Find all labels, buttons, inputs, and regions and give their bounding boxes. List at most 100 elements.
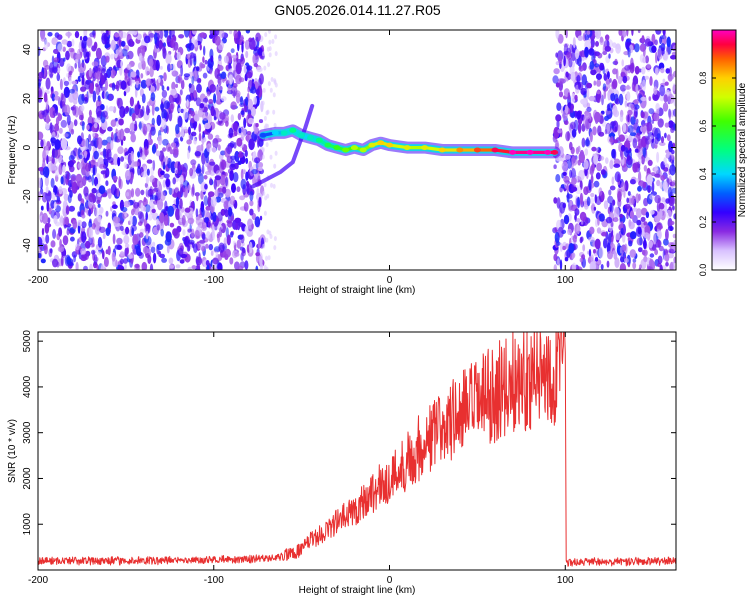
noise-speckle — [44, 175, 50, 187]
noise-speckle — [124, 264, 127, 270]
noise-speckle — [89, 263, 93, 270]
noise-speckle — [60, 137, 68, 150]
noise-speckle — [669, 164, 676, 176]
noise-speckle — [579, 149, 585, 158]
noise-speckle — [124, 69, 128, 81]
noise-speckle — [145, 78, 152, 86]
noise-speckle — [156, 224, 160, 231]
signal-branch — [250, 103, 315, 189]
noise-speckle — [643, 221, 648, 226]
noise-speckle — [596, 79, 602, 87]
noise-speckle — [89, 32, 96, 38]
noise-speckle — [614, 58, 618, 66]
noise-speckle — [148, 58, 154, 68]
noise-speckle — [633, 122, 639, 131]
noise-speckle — [155, 143, 159, 150]
noise-speckle — [169, 149, 174, 155]
noise-speckle — [597, 52, 603, 59]
noise-speckle — [119, 128, 125, 141]
noise-speckle — [559, 201, 566, 214]
noise-speckle — [657, 224, 663, 230]
noise-speckle — [151, 194, 158, 201]
noise-speckle — [237, 265, 244, 270]
noise-speckle — [81, 231, 87, 244]
noise-speckle — [83, 186, 89, 197]
noise-speckle — [561, 161, 568, 172]
noise-speckle — [273, 78, 277, 84]
noise-speckle — [67, 194, 72, 204]
noise-speckle — [201, 233, 206, 241]
noise-speckle — [65, 205, 70, 215]
noise-speckle — [667, 187, 673, 199]
noise-speckle — [630, 103, 636, 111]
noise-speckle — [191, 265, 197, 270]
noise-speckle — [150, 78, 156, 87]
noise-speckle — [122, 258, 128, 264]
noise-speckle — [119, 225, 124, 231]
noise-speckle — [111, 204, 118, 209]
noise-speckle — [110, 53, 114, 60]
noise-speckle — [666, 152, 670, 158]
colorbar-ticks: 0.0 0.2 0.4 0.6 0.8 — [698, 72, 736, 276]
noise-speckle — [598, 131, 605, 137]
noise-speckle — [88, 143, 92, 152]
noise-speckle — [247, 98, 253, 111]
noise-speckle — [138, 104, 141, 110]
noise-speckle — [77, 219, 83, 227]
noise-speckle — [221, 96, 227, 102]
noise-speckle — [627, 47, 631, 58]
noise-speckle — [649, 194, 655, 200]
noise-speckle — [43, 243, 48, 255]
noise-speckle — [639, 235, 643, 246]
noise-speckle — [97, 236, 103, 248]
noise-speckle — [624, 100, 628, 108]
noise-speckle — [105, 180, 109, 187]
noise-speckle — [644, 75, 649, 80]
noise-speckle — [577, 35, 583, 41]
noise-speckle — [182, 229, 186, 236]
noise-speckle — [151, 208, 156, 214]
snr-series-line — [38, 332, 676, 567]
noise-speckle — [234, 252, 240, 257]
noise-speckle — [207, 195, 212, 207]
noise-speckle — [92, 132, 96, 137]
noise-speckle — [72, 104, 77, 116]
noise-speckle — [163, 214, 169, 227]
noise-speckle — [154, 106, 160, 112]
noise-speckle — [137, 211, 143, 220]
noise-speckle — [672, 142, 676, 149]
noise-speckle — [97, 203, 101, 208]
noise-speckle — [220, 71, 227, 80]
noise-speckle — [56, 73, 61, 82]
noise-speckle — [84, 240, 91, 249]
signal-layer — [250, 103, 561, 189]
noise-speckle — [274, 150, 278, 156]
signal-point — [259, 132, 267, 138]
noise-speckle — [654, 194, 661, 204]
noise-speckle — [86, 124, 90, 131]
noise-speckle — [261, 100, 265, 106]
noise-speckle — [240, 178, 247, 190]
noise-speckle — [105, 79, 108, 91]
noise-speckle — [579, 192, 584, 205]
noise-speckle — [74, 30, 80, 39]
noise-speckle — [186, 139, 192, 145]
noise-speckle — [97, 251, 102, 256]
x-tick-label: 100 — [557, 575, 574, 586]
noise-speckle — [95, 47, 102, 60]
noise-speckle — [563, 175, 570, 183]
noise-speckle — [144, 35, 151, 44]
noise-speckle — [268, 30, 271, 34]
noise-speckle — [255, 123, 259, 128]
noise-speckle — [100, 75, 105, 85]
noise-speckle — [239, 195, 246, 201]
noise-speckle — [155, 150, 161, 157]
noise-speckle — [203, 97, 209, 103]
x-tick-label: 0 — [387, 275, 393, 286]
noise-speckle — [634, 65, 640, 75]
noise-speckle — [128, 254, 133, 259]
signal-point — [324, 142, 332, 148]
noise-speckle — [245, 50, 249, 59]
noise-speckle — [50, 240, 56, 248]
noise-speckle — [118, 36, 121, 47]
